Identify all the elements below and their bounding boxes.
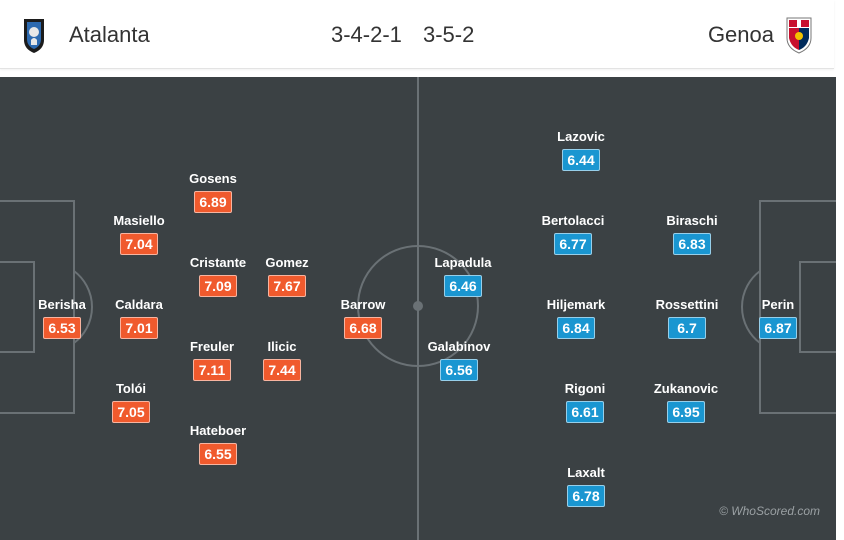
player-perin[interactable]: Perin 6.87	[738, 297, 818, 339]
player-rating-badge: 6.44	[562, 149, 600, 171]
player-name: Berisha	[38, 297, 86, 312]
player-rating-badge: 7.05	[112, 401, 150, 423]
player-name: Ilicic	[267, 339, 297, 354]
player-rating-badge: 6.89	[194, 191, 232, 213]
player-name: Lazovic	[557, 129, 605, 144]
player-rating-badge: 6.83	[673, 233, 711, 255]
player-masiello[interactable]: Masiello 7.04	[99, 213, 179, 255]
player-rating-badge: 7.11	[193, 359, 231, 381]
player-gomez[interactable]: Gomez 7.67	[247, 255, 327, 297]
player-name: Masiello	[113, 213, 165, 228]
player-name: Hiljemark	[546, 297, 606, 312]
player-rigoni[interactable]: Rigoni 6.61	[545, 381, 625, 423]
player-rating-badge: 6.95	[667, 401, 705, 423]
player-hiljemark[interactable]: Hiljemark 6.84	[536, 297, 616, 339]
player-rating-badge: 7.04	[120, 233, 158, 255]
player-name: Tolói	[115, 381, 147, 396]
player-name: Gosens	[189, 171, 237, 186]
player-gosens[interactable]: Gosens 6.89	[173, 171, 253, 213]
player-name: Caldara	[115, 297, 163, 312]
player-galabinov[interactable]: Galabinov 6.56	[419, 339, 499, 381]
player-biraschi[interactable]: Biraschi 6.83	[652, 213, 732, 255]
player-name: Biraschi	[666, 213, 718, 228]
player-rating-badge: 7.44	[263, 359, 301, 381]
player-rating-badge: 6.53	[43, 317, 81, 339]
player-rating-badge: 6.84	[557, 317, 595, 339]
player-name: Rossettini	[655, 297, 719, 312]
player-rating-badge: 7.01	[120, 317, 158, 339]
player-rating-badge: 6.68	[344, 317, 382, 339]
player-rating-badge: 6.87	[759, 317, 797, 339]
player-zukanovic[interactable]: Zukanovic 6.95	[646, 381, 726, 423]
player-rossettini[interactable]: Rossettini 6.7	[647, 297, 727, 339]
player-laxalt[interactable]: Laxalt 6.78	[546, 465, 626, 507]
player-name: Galabinov	[427, 339, 491, 354]
player-toloi[interactable]: Tolói 7.05	[91, 381, 171, 423]
match-header: Atalanta 3-4-2-1 3-5-2 Genoa	[0, 0, 834, 69]
player-hateboer[interactable]: Hateboer 6.55	[178, 423, 258, 465]
player-barrow[interactable]: Barrow 6.68	[323, 297, 403, 339]
player-rating-badge: 7.67	[268, 275, 306, 297]
player-cristante[interactable]: Cristante 7.09	[178, 255, 258, 297]
home-formation: 3-4-2-1	[331, 22, 402, 47]
away-formation: 3-5-2	[423, 22, 475, 47]
pitch	[0, 77, 836, 540]
player-rating-badge: 6.61	[566, 401, 604, 423]
player-name: Laxalt	[567, 465, 605, 480]
player-bertolacci[interactable]: Bertolacci 6.77	[533, 213, 613, 255]
pitch-lines	[0, 77, 836, 540]
player-name: Bertolacci	[541, 213, 605, 228]
player-lazovic[interactable]: Lazovic 6.44	[541, 129, 621, 171]
whoscored-watermark: © WhoScored.com	[719, 504, 820, 518]
player-freuler[interactable]: Freuler 7.11	[172, 339, 252, 381]
player-rating-badge: 6.78	[567, 485, 605, 507]
player-name: Lapadula	[434, 255, 492, 270]
player-name: Freuler	[189, 339, 235, 354]
player-name: Perin	[761, 297, 795, 312]
away-team-name: Genoa	[707, 22, 774, 47]
player-rating-badge: 6.46	[444, 275, 482, 297]
atalanta-crest-icon	[24, 19, 44, 53]
player-name: Hateboer	[189, 423, 247, 438]
player-name: Cristante	[189, 255, 247, 270]
player-name: Rigoni	[564, 381, 606, 396]
player-lapadula[interactable]: Lapadula 6.46	[423, 255, 503, 297]
player-rating-badge: 6.7	[668, 317, 706, 339]
player-caldara[interactable]: Caldara 7.01	[99, 297, 179, 339]
player-name: Barrow	[340, 297, 386, 312]
player-ilicic[interactable]: Ilicic 7.44	[242, 339, 322, 381]
player-rating-badge: 6.77	[554, 233, 592, 255]
player-rating-badge: 7.09	[199, 275, 237, 297]
player-name: Gomez	[265, 255, 309, 270]
home-team-name: Atalanta	[69, 22, 150, 47]
player-rating-badge: 6.56	[440, 359, 478, 381]
player-rating-badge: 6.55	[199, 443, 237, 465]
genoa-crest-icon	[786, 17, 812, 54]
player-name: Zukanovic	[653, 381, 719, 396]
player-berisha[interactable]: Berisha 6.53	[22, 297, 102, 339]
